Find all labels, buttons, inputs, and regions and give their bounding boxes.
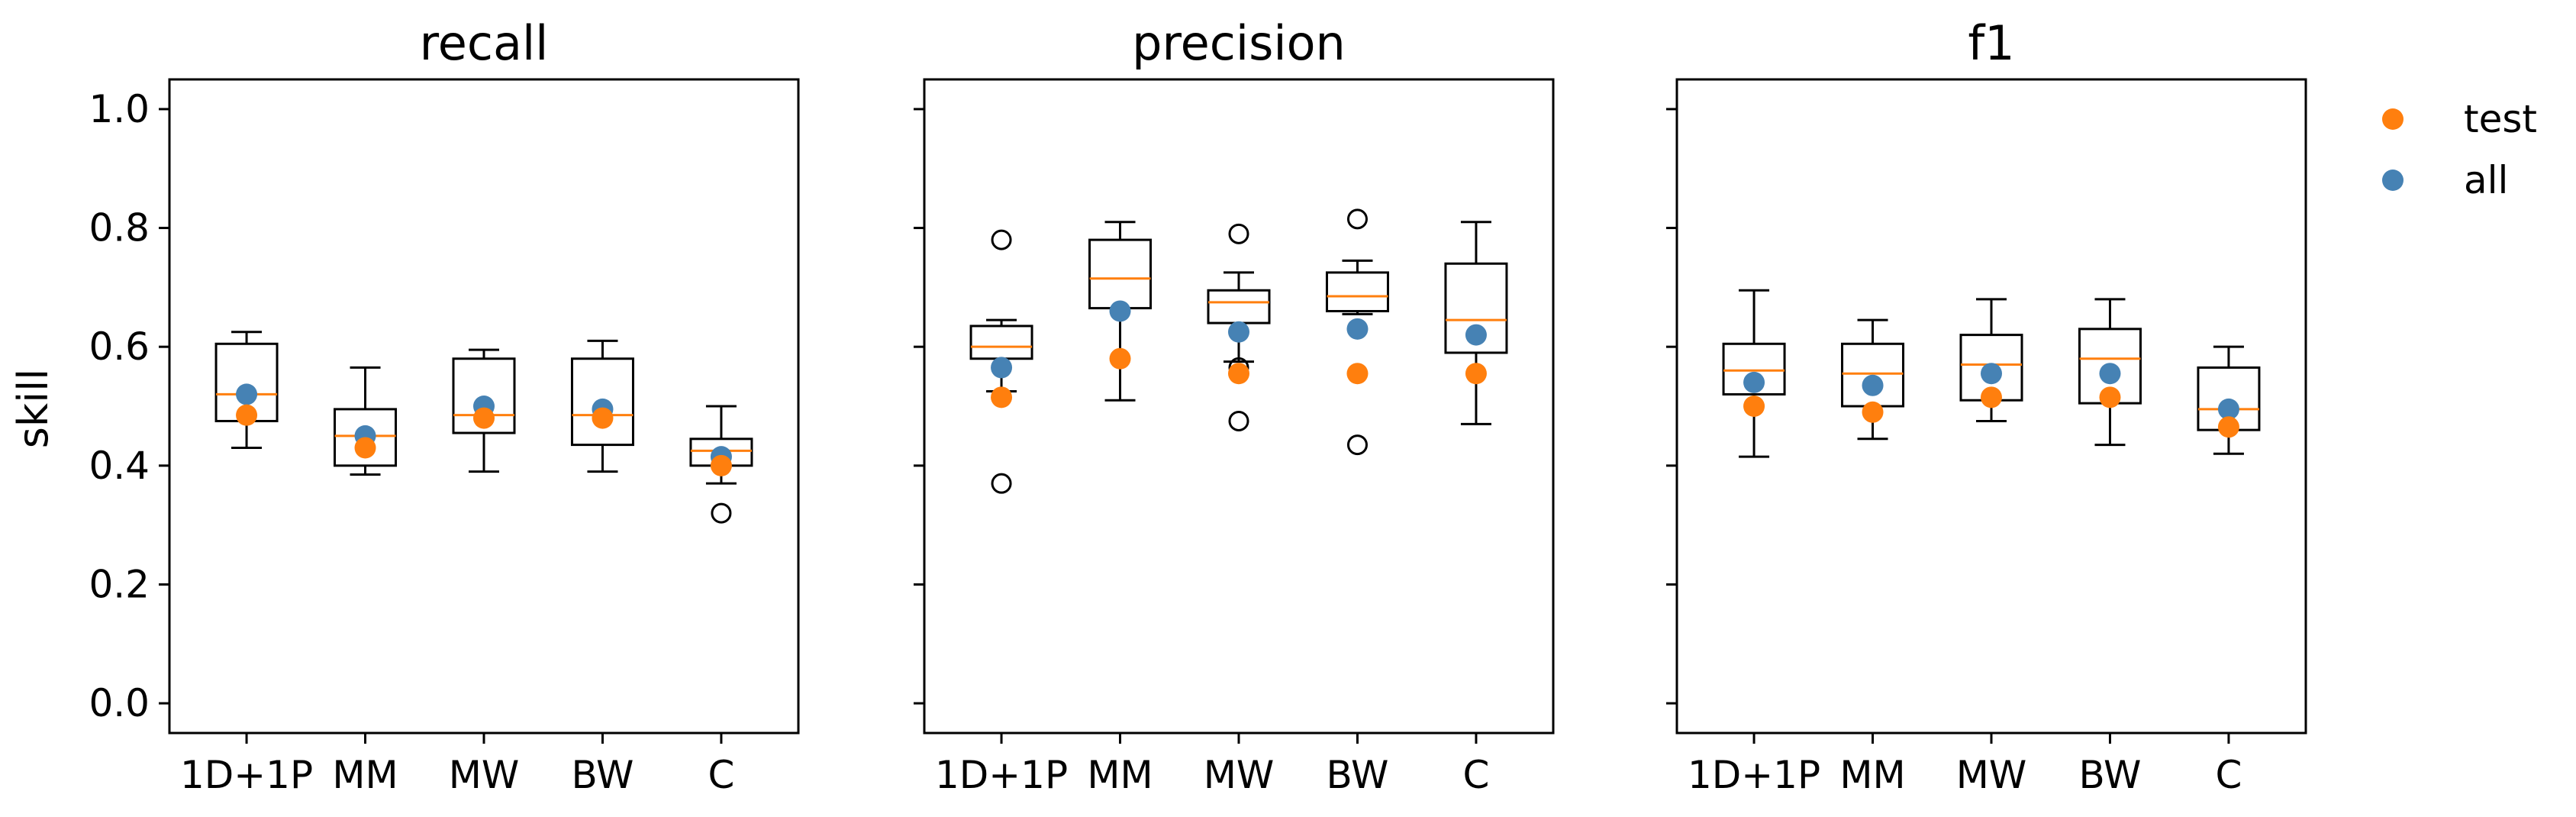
legend-marker [2382,108,2404,130]
all-point [1228,321,1249,343]
flier-point [991,229,1012,250]
box-body [452,357,516,434]
test-point [1465,363,1487,385]
test-point [2099,386,2121,408]
test-point [2217,416,2239,438]
legend-item-test: test [2382,97,2537,141]
all-point [236,383,258,405]
panel-title: f1 [1968,15,2014,71]
all-point [1465,324,1487,346]
y-tick-label: 0.0 [89,681,150,725]
test-point [1981,386,2002,408]
y-tick-label: 0.8 [89,206,150,250]
x-tick-label: C [708,753,734,797]
x-tick-label: BW [571,753,634,797]
all-point [1346,318,1369,340]
test-point [991,386,1013,408]
y-tick-label: 0.2 [89,562,150,606]
all-point [2099,363,2121,385]
legend: test all [2382,97,2537,202]
x-tick-label: C [2215,753,2242,797]
legend-label: all [2464,158,2508,202]
flier-point [711,502,732,524]
all-point [1743,371,1765,393]
x-tick-label: MW [1204,753,1275,797]
all-point [1109,300,1131,322]
test-point [1109,347,1131,370]
x-tick-label: MW [1956,753,2027,797]
y-axis-label: skill [9,369,57,448]
box-body [1444,262,1508,354]
legend-label: test [2464,97,2537,141]
box-BW [1325,208,1389,456]
test-point [1862,401,1884,423]
box-body [570,357,634,447]
panel-1: precision 1D+1P MM MW BW C [914,15,1555,797]
x-tick-label: BW [1326,753,1388,797]
flier-point [1228,223,1249,244]
panel-title: precision [1132,15,1346,71]
box-body [1325,271,1389,312]
x-tick-label: 1D+1P [1688,753,1820,797]
test-point [592,407,614,429]
all-point [2217,398,2239,420]
box-body [1088,238,1153,310]
flier-point [991,473,1012,494]
x-tick-label: C [1462,753,1489,797]
x-tick-label: 1D+1P [180,753,313,797]
box-body [1207,289,1271,325]
test-point [1228,363,1249,385]
test-point [236,404,258,426]
box-body [334,408,398,467]
test-point [1743,396,1765,417]
panel-frame [1675,78,2307,735]
panel-2: f1 1D+1P MM MW BW C [1666,15,2307,797]
x-tick-label: MM [1839,753,1905,797]
box-body [969,325,1033,360]
y-tick-label: 0.6 [89,325,150,369]
flier-point [1346,434,1368,456]
test-point [354,437,376,459]
box-body [1722,342,1786,396]
all-point [991,357,1013,379]
box-C [1444,221,1508,425]
y-tick-label: 0.4 [89,444,150,488]
flier-point [1346,208,1368,230]
panel-title: recall [420,15,549,71]
panel-0: recall 0.0 0.2 0.4 0.6 0.8 1.0 1D+1P MM MW BW C [89,15,800,797]
test-point [473,407,495,429]
x-tick-label: MM [332,753,398,797]
x-tick-label: MM [1087,753,1153,797]
panels: recall 0.0 0.2 0.4 0.6 0.8 1.0 1D+1P MM MW BW Cprec… [89,15,2307,797]
legend-marker [2382,170,2404,191]
x-tick-label: BW [2078,753,2141,797]
x-tick-label: MW [449,753,520,797]
panel-frame [168,78,800,735]
box-MM [334,366,398,476]
x-tick-label: 1D+1P [935,753,1068,797]
box-BW [570,339,634,473]
y-tick-label: 1.0 [89,87,150,131]
all-point [1862,374,1884,396]
legend-item-all: all [2382,158,2508,202]
test-point [1346,363,1369,385]
panel-frame [923,78,1555,735]
all-point [1981,363,2002,385]
flier-point [1228,410,1249,431]
test-point [710,454,732,476]
